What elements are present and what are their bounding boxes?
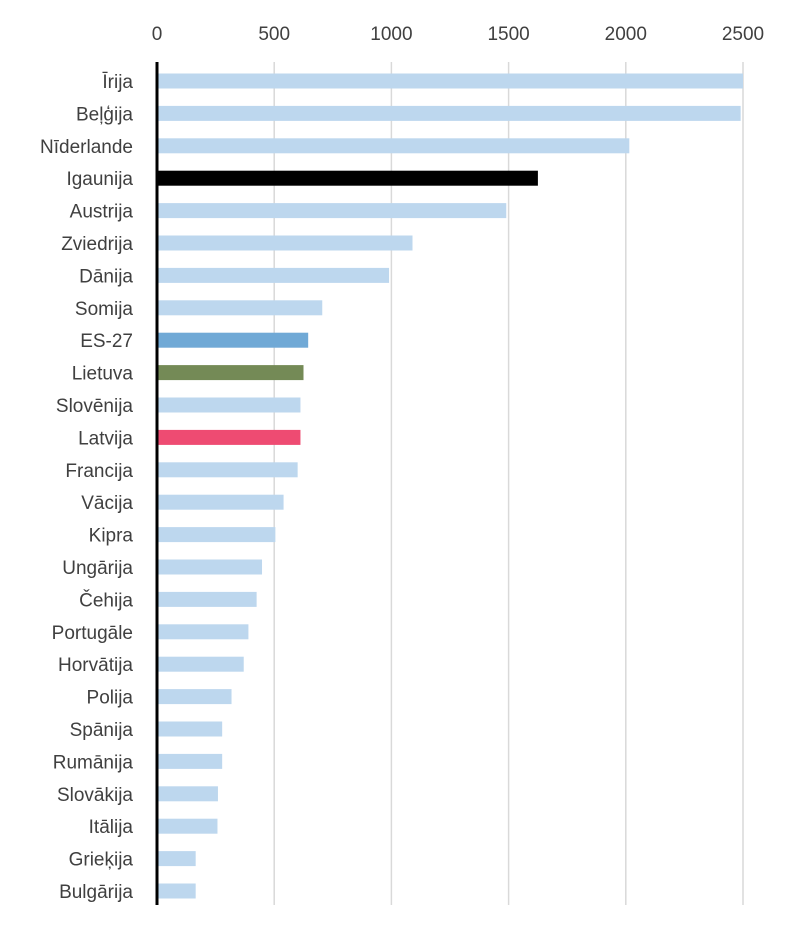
x-tick-label: 2500: [722, 24, 764, 45]
bar: [157, 721, 223, 737]
bar: [157, 527, 276, 543]
bar: [157, 365, 304, 381]
category-label: Latvija: [78, 428, 133, 449]
bar: [157, 591, 257, 607]
bar: [157, 300, 323, 316]
category-label: ES-27: [80, 331, 133, 352]
category-label: Lietuva: [72, 364, 134, 385]
bar: [157, 494, 284, 510]
bar: [157, 429, 301, 445]
category-label: Polija: [87, 688, 134, 709]
x-tick-label: 1000: [370, 24, 412, 45]
bar: [157, 235, 413, 251]
bar: [157, 105, 741, 121]
bar: [157, 883, 196, 899]
bar: [157, 332, 309, 348]
bar: [157, 397, 301, 413]
bar: [157, 753, 223, 769]
category-label: Kipra: [89, 526, 134, 547]
category-label: Somija: [75, 299, 134, 320]
category-label: Portugāle: [52, 623, 133, 644]
category-label: Ungārija: [62, 558, 133, 579]
category-label: Slovākija: [57, 785, 133, 806]
bar: [157, 818, 218, 834]
category-label: Īrija: [102, 72, 133, 93]
bar: [157, 170, 538, 186]
category-label: Grieķija: [69, 850, 134, 871]
bars: [157, 73, 743, 899]
x-tick-label: 1500: [487, 24, 529, 45]
bar: [157, 689, 232, 705]
bar: [157, 138, 630, 154]
category-label: Nīderlande: [40, 137, 133, 158]
category-label: Horvātija: [58, 655, 133, 676]
x-tick-label: 2000: [605, 24, 647, 45]
bar: [157, 559, 263, 575]
x-axis-ticks: 0 500 1000 1500 2000 2500: [152, 24, 764, 45]
category-label: Austrija: [70, 202, 134, 223]
bar: [157, 786, 218, 802]
bar: [157, 462, 298, 478]
bar: [157, 851, 196, 867]
bar: [157, 656, 244, 672]
category-label: Slovēnija: [56, 396, 134, 417]
category-label: Čehija: [79, 589, 133, 611]
category-label: Spānija: [70, 720, 134, 741]
category-label: Vācija: [81, 493, 133, 514]
category-label: Igaunija: [66, 169, 133, 190]
category-label: Bulgārija: [59, 882, 133, 903]
bar: [157, 267, 390, 283]
category-label: Rumānija: [53, 752, 134, 773]
category-label: Itālija: [89, 817, 134, 838]
category-label: Francija: [65, 461, 133, 482]
gridlines: [273, 62, 744, 905]
category-label: Beļģija: [76, 104, 133, 125]
bar: [157, 73, 743, 89]
category-label: Zviedrija: [61, 234, 133, 255]
category-label: Dānija: [79, 266, 133, 287]
bar: [157, 624, 249, 640]
bar: [157, 203, 507, 219]
x-tick-label: 0: [152, 24, 163, 45]
x-tick-label: 500: [258, 24, 290, 45]
category-labels: Īrija Beļģija Nīderlande Igaunija Austrija Zv…: [40, 72, 133, 903]
